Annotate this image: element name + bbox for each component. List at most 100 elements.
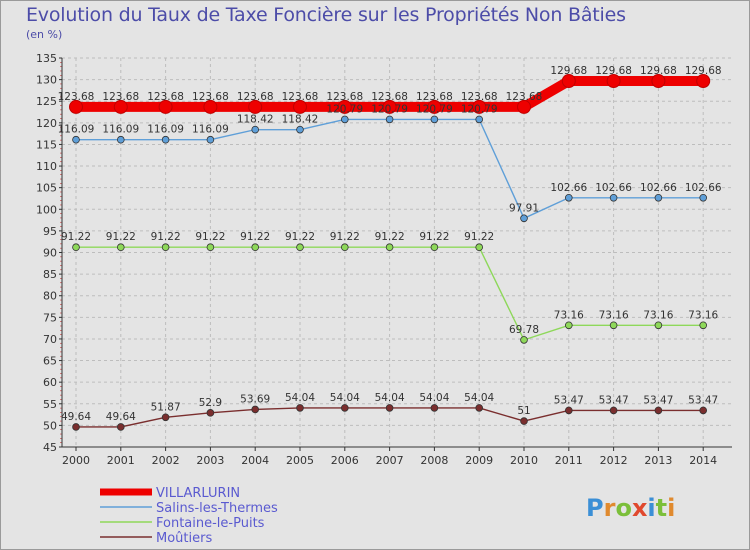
data-label: 118.42 xyxy=(237,114,274,126)
data-label: 91.22 xyxy=(240,231,270,243)
y-tick-label: 60 xyxy=(43,376,57,389)
data-label: 73.16 xyxy=(643,309,673,321)
data-point xyxy=(206,135,215,144)
data-label: 91.22 xyxy=(61,231,91,243)
data-label: 116.09 xyxy=(102,124,139,136)
data-point xyxy=(248,99,263,114)
data-point xyxy=(113,99,128,114)
data-point xyxy=(117,423,125,431)
data-point xyxy=(699,193,707,202)
y-tick-label: 90 xyxy=(43,247,57,260)
data-point xyxy=(296,125,304,134)
data-point xyxy=(340,404,349,412)
data-labels-layer: 116.09 116.09 116.09 116.09 118.42 118.42 120.… xyxy=(58,65,722,423)
data-point xyxy=(520,214,528,223)
data-label: 91.22 xyxy=(106,231,136,243)
data-label: 123.68 xyxy=(416,91,453,103)
data-point xyxy=(158,99,173,114)
data-label: 102.66 xyxy=(550,182,587,194)
data-label: 102.66 xyxy=(685,182,722,194)
data-point xyxy=(699,406,707,415)
data-point xyxy=(251,125,260,134)
data-point xyxy=(699,321,707,330)
data-label: 54.04 xyxy=(330,392,360,404)
data-point xyxy=(161,135,170,144)
y-tick-label: 55 xyxy=(43,398,57,411)
data-point xyxy=(430,115,439,124)
data-point xyxy=(385,243,394,252)
data-point xyxy=(385,115,394,124)
data-label: 120.79 xyxy=(416,103,453,115)
data-point xyxy=(206,409,215,417)
data-label: 123.68 xyxy=(371,91,408,103)
data-label: 91.22 xyxy=(419,231,449,243)
data-label: 102.66 xyxy=(595,182,632,194)
data-label: 123.68 xyxy=(326,91,363,103)
data-label: 91.22 xyxy=(375,231,405,243)
legend: VILLARLURINSalins-les-ThermesFontaine-le… xyxy=(100,486,278,546)
y-tick-label: 70 xyxy=(43,333,57,346)
data-point xyxy=(609,321,618,330)
data-label: 120.79 xyxy=(461,103,498,115)
brand-letter: o xyxy=(615,494,632,522)
data-point xyxy=(430,404,439,412)
y-tick-label: 100 xyxy=(36,203,57,216)
data-point xyxy=(475,404,484,412)
data-label: 123.68 xyxy=(192,91,229,103)
data-label: 129.68 xyxy=(595,65,632,77)
data-point xyxy=(203,99,218,114)
chart-title: Evolution du Taux de Taxe Foncière sur l… xyxy=(26,4,626,26)
data-label: 53.47 xyxy=(688,394,718,406)
data-point xyxy=(564,321,573,330)
data-point xyxy=(340,115,349,124)
data-label: 118.42 xyxy=(282,114,319,126)
data-label: 91.22 xyxy=(330,231,360,243)
data-point xyxy=(296,404,304,412)
plot-area xyxy=(62,58,732,447)
x-tick-label: 2010 xyxy=(510,454,538,467)
brand-letter: x xyxy=(632,494,648,522)
series-fontaine-le-puits xyxy=(72,243,707,344)
y-tick-label: 50 xyxy=(43,419,57,432)
data-label: 52.9 xyxy=(199,397,222,409)
data-label: 69.78 xyxy=(509,324,539,336)
data-label: 73.16 xyxy=(599,309,629,321)
brand-letter: P xyxy=(586,494,604,522)
data-label: 120.79 xyxy=(371,103,408,115)
y-tick-label: 85 xyxy=(43,268,57,281)
data-point xyxy=(654,321,663,330)
data-point xyxy=(161,243,170,252)
data-point xyxy=(654,406,663,415)
brand-letter: t xyxy=(656,494,667,522)
data-point xyxy=(472,99,487,114)
series-layer xyxy=(69,73,711,431)
proxiti-logo: Proxiti xyxy=(586,494,675,522)
data-point xyxy=(651,73,666,88)
y-tick-label: 135 xyxy=(36,52,57,65)
data-point xyxy=(475,243,484,252)
data-point xyxy=(520,336,528,344)
data-point xyxy=(117,243,125,252)
data-label: 97.91 xyxy=(509,202,539,214)
x-tick-label: 2014 xyxy=(689,454,717,467)
data-point xyxy=(654,193,663,202)
brand-letter: i xyxy=(667,494,675,522)
data-label: 91.22 xyxy=(464,231,494,243)
data-point xyxy=(69,99,83,114)
brand-letter: r xyxy=(604,494,616,522)
series-villarlurin xyxy=(69,73,711,114)
data-label: 120.79 xyxy=(326,103,363,115)
series-salins-les-thermes xyxy=(72,115,707,223)
data-label: 91.22 xyxy=(195,231,225,243)
y-tick-label: 75 xyxy=(43,311,57,324)
data-point xyxy=(520,417,528,425)
data-label: 53.47 xyxy=(643,394,673,406)
x-tick-label: 2007 xyxy=(376,454,404,467)
data-label: 54.04 xyxy=(285,392,315,404)
data-point xyxy=(606,73,621,88)
y-tick-label: 45 xyxy=(43,441,57,454)
data-label: 123.68 xyxy=(282,91,319,103)
data-label: 91.22 xyxy=(285,231,315,243)
x-tick-label: 2008 xyxy=(420,454,448,467)
